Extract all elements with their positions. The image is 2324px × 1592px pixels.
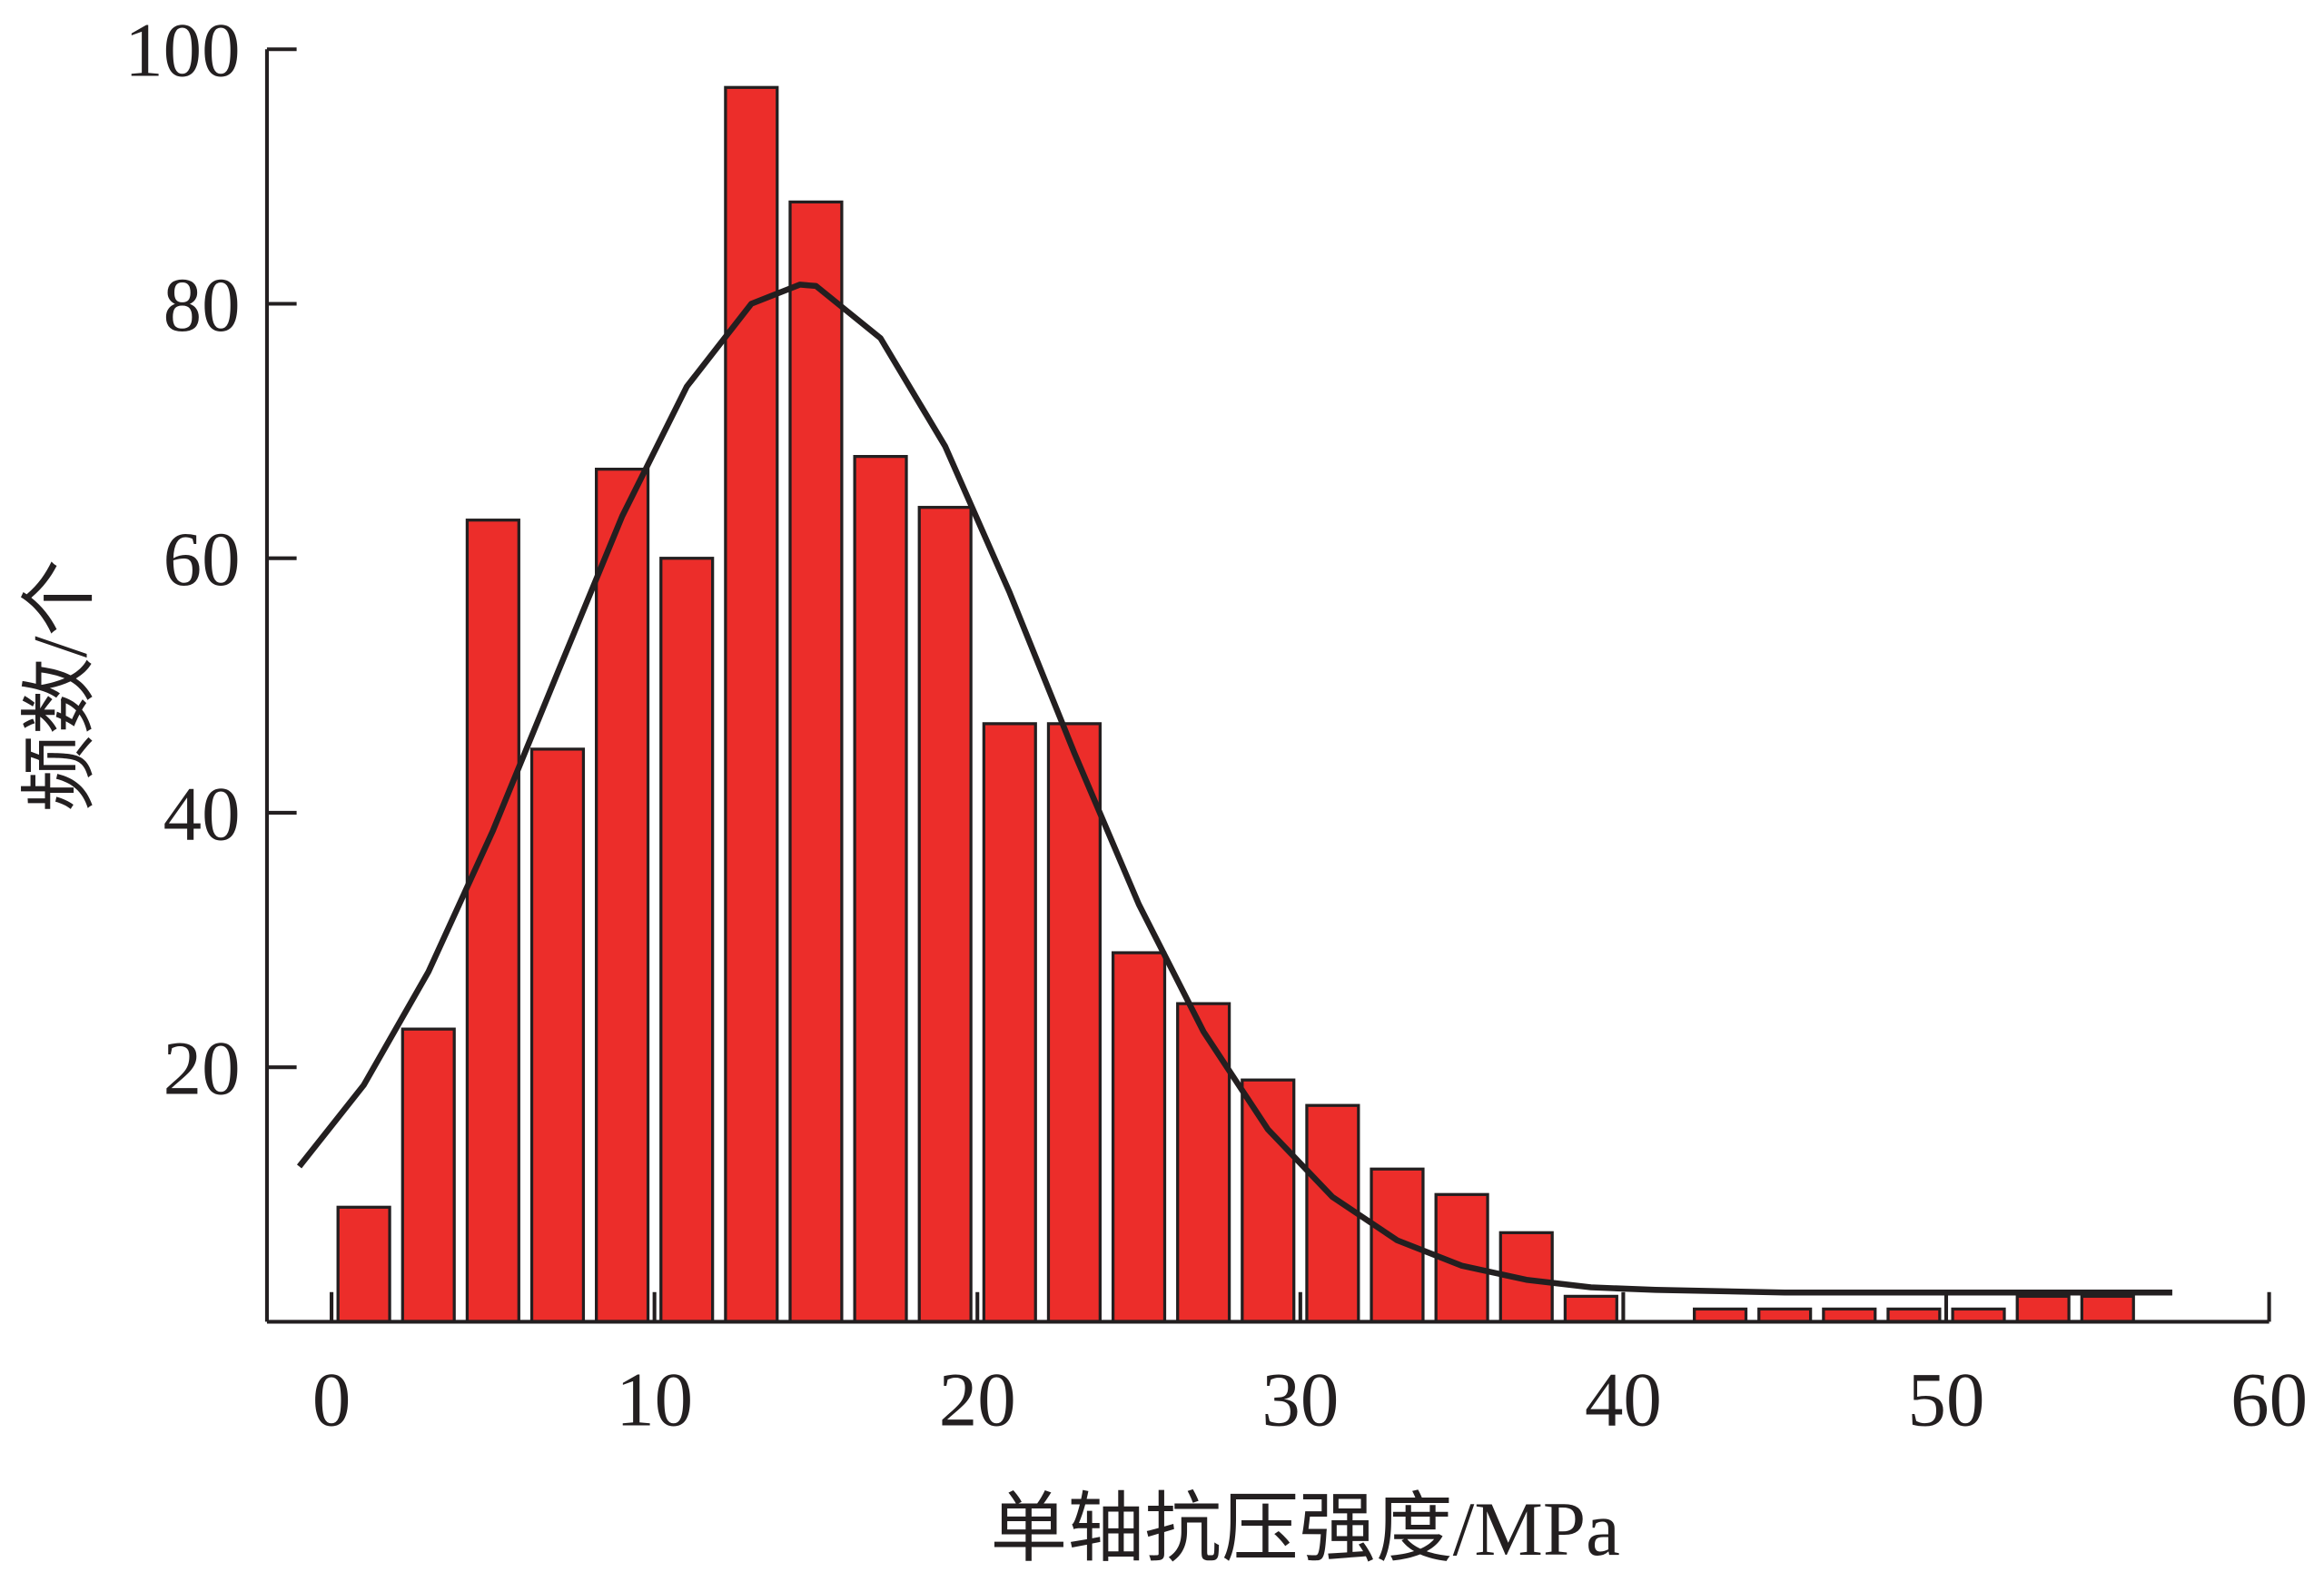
bar [1241, 1078, 1296, 1324]
bar [595, 468, 650, 1324]
bar [529, 747, 586, 1324]
fit-curve [296, 282, 2172, 1296]
bar [1757, 1307, 1813, 1324]
bar [1111, 951, 1167, 1324]
y-axis-label: 频数/个 [18, 559, 104, 812]
y-tick-label: 20 [163, 1026, 241, 1112]
x-axis-label: 单轴抗压强度/MPa [990, 1487, 1619, 1572]
bar [2015, 1294, 2071, 1324]
bar [982, 722, 1037, 1324]
bar [336, 1205, 391, 1324]
bar [659, 557, 715, 1324]
bar [1046, 722, 1102, 1324]
y-tick-label: 80 [163, 262, 241, 348]
x-tick-label: 0 [312, 1358, 351, 1443]
y-tick-label: 60 [163, 517, 241, 602]
x-tick-label: 60 [2230, 1358, 2308, 1443]
bar [401, 1027, 456, 1324]
bar [724, 85, 779, 1324]
bar [1563, 1294, 1618, 1324]
bar [2080, 1294, 2135, 1324]
y-tick-label: 100 [124, 8, 240, 94]
bar [788, 200, 844, 1324]
bar [1822, 1307, 1877, 1324]
y-tick-label: 40 [163, 771, 241, 856]
x-tick-label: 10 [616, 1358, 693, 1443]
x-tick-label: 20 [939, 1358, 1016, 1443]
bar [853, 454, 908, 1324]
bar [1305, 1103, 1360, 1324]
bar [465, 519, 520, 1324]
x-tick-label: 40 [1585, 1358, 1662, 1443]
bar [1176, 1002, 1231, 1324]
bar [1951, 1307, 2006, 1324]
bar [1693, 1307, 1748, 1324]
x-tick-label: 30 [1261, 1358, 1339, 1443]
bar [1886, 1307, 1942, 1324]
bar [917, 506, 973, 1324]
x-tick-label: 50 [1908, 1358, 1985, 1443]
